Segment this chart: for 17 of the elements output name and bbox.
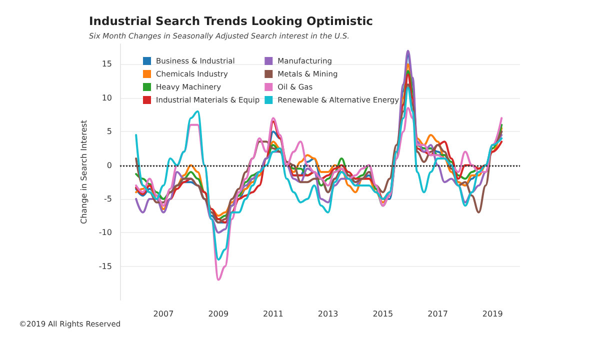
y-tick-label: 5: [106, 127, 112, 136]
y-tick-label: 0: [106, 160, 112, 170]
line-series: [135, 107, 503, 281]
y-tick-label: -10: [98, 228, 112, 238]
x-tick-label: 2015: [372, 310, 394, 318]
x-tick-label: 2017: [428, 310, 448, 318]
x-tick-label: 2009: [208, 310, 229, 318]
y-tick-label: -5: [104, 194, 112, 204]
x-tick-label: 2013: [318, 310, 338, 318]
chart-title: Industrial Search Trends Looking Optimistic: [89, 14, 374, 28]
x-tick-label: 2019: [482, 310, 503, 318]
x-tick-label: 2007: [153, 310, 174, 318]
y-tick-label: -15: [98, 262, 112, 271]
y-tick-label: 15: [102, 60, 112, 69]
y-tick-label: 10: [102, 93, 112, 102]
x-tick-label: 2011: [263, 310, 284, 318]
y-axis-title: Change in Search Interest: [80, 120, 89, 224]
